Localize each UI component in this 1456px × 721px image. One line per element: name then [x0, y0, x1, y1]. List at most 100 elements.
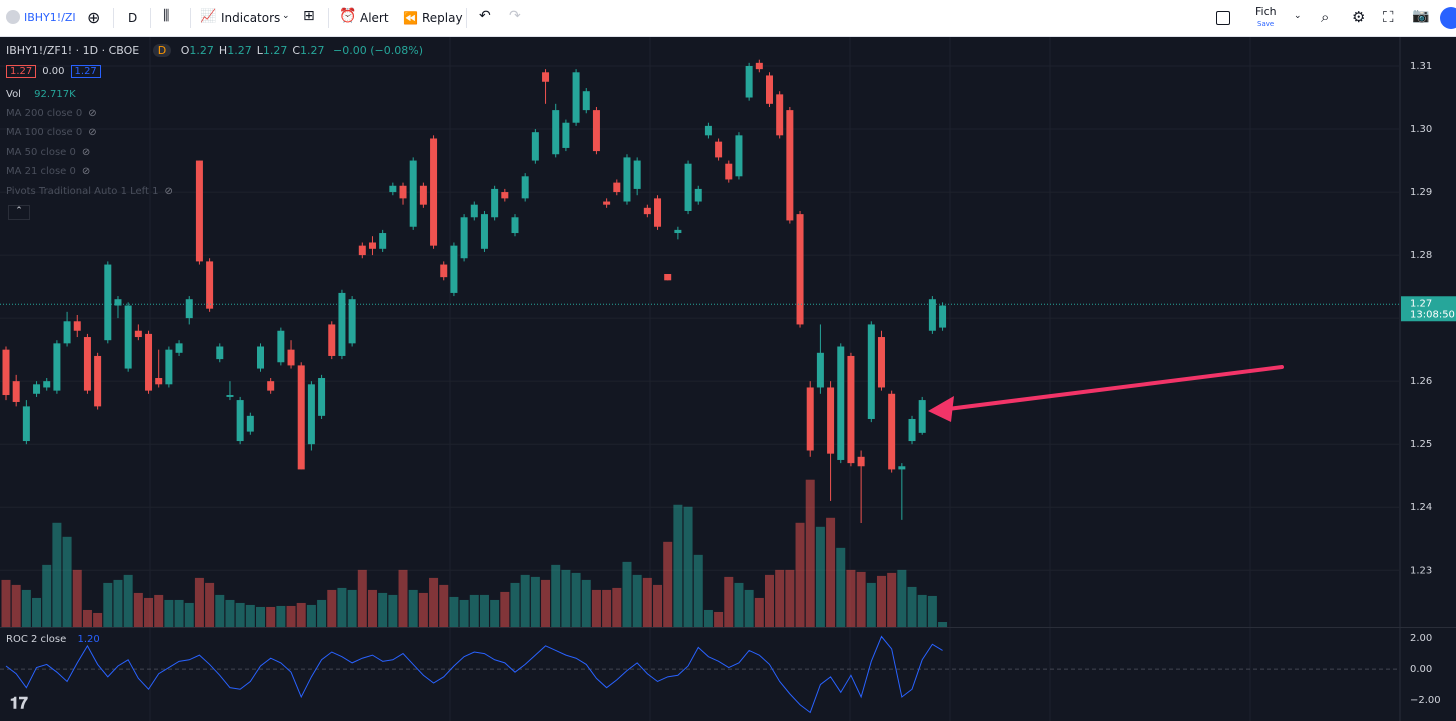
legend-title: IBHY1!/ZF1! · 1D · CBOE [6, 44, 140, 57]
volume-bar [805, 479, 815, 627]
add-symbol[interactable]: ⊕ [87, 8, 101, 27]
candle-body [735, 135, 743, 177]
candle-body [409, 160, 417, 227]
study: MA 50 close 0 ⊘ [6, 147, 173, 166]
layout-icon[interactable] [1216, 11, 1230, 25]
settings[interactable]: ⚙ [1352, 8, 1366, 26]
snapshot[interactable]: 📷 [1412, 8, 1430, 24]
volume-bar [571, 572, 581, 627]
volume-bar [215, 594, 225, 627]
study: MA 100 close 0 ⊘ [6, 127, 173, 146]
candle-body [654, 198, 662, 227]
fullscreen[interactable]: ⛶ [1383, 8, 1394, 26]
volume-bar [602, 589, 612, 627]
volume-bar [561, 569, 571, 627]
candle-body [766, 75, 773, 104]
y-tick-label: 1.29 [1410, 187, 1432, 198]
volume-bar [642, 577, 652, 627]
candle-body [491, 188, 499, 218]
spread: 0.00 [42, 66, 65, 77]
candle-body [776, 94, 784, 136]
candle-body [877, 337, 885, 388]
candle-body [134, 330, 142, 338]
candle-body [521, 176, 529, 199]
vol-label: Vol [6, 89, 21, 100]
layout-name[interactable]: Fich [1255, 5, 1277, 18]
candle-body [358, 245, 366, 256]
candle-body [175, 343, 183, 353]
volume-bar [306, 604, 316, 627]
legend-roc: ROC 2 close 1.20 [6, 634, 100, 645]
publish[interactable] [1440, 7, 1456, 29]
indicators[interactable]: Indicators [221, 11, 281, 25]
hidden-icon: ⊘ [164, 185, 173, 197]
volume-bar [133, 592, 143, 627]
volume-bar [103, 582, 113, 627]
volume-bar [612, 587, 622, 627]
legend-change: −0.00 (−0.08%) [333, 44, 423, 57]
volume-bar [653, 584, 663, 627]
candle-body [399, 185, 407, 199]
volume-bar [887, 572, 897, 627]
candle-body [114, 299, 122, 306]
ohlc-label: L [256, 44, 263, 57]
roc-tick-label: −2.00 [1410, 695, 1441, 706]
last-price-tag [1401, 296, 1456, 322]
candle-body [806, 387, 814, 451]
search[interactable]: ⌕ [1321, 8, 1330, 26]
candle-body [715, 141, 723, 158]
candle-body [440, 264, 448, 278]
interval[interactable]: D [128, 11, 138, 25]
ask-box: 1.27 [70, 65, 101, 78]
hidden-icon: ⊘ [81, 166, 91, 178]
candle-body [633, 160, 641, 189]
hidden-icon: ⊘ [88, 127, 97, 139]
candle-body [145, 333, 153, 391]
indicators-icon: 📈 [200, 9, 217, 24]
candle-body [246, 415, 254, 432]
candle-body [185, 299, 193, 319]
save[interactable]: Save [1257, 20, 1275, 28]
redo[interactable]: ↷ [509, 8, 521, 24]
candle-body [63, 321, 71, 344]
y-tick-label: 1.31 [1410, 61, 1432, 72]
study-name: MA 50 close 0 [6, 146, 76, 158]
replay[interactable]: Replay [422, 11, 463, 25]
volume-bar [113, 579, 123, 627]
candle-body [389, 185, 397, 193]
volume-bar [32, 597, 42, 627]
ohlc-value: 1.27 [227, 44, 252, 57]
dropdown[interactable]: ⌄ [282, 11, 290, 21]
templates[interactable]: ⊞ [303, 8, 315, 24]
volume-bar [11, 584, 21, 627]
candle-body [368, 242, 376, 249]
candle-body [297, 365, 305, 470]
last-price-label: 1.27 [1410, 298, 1432, 309]
candle-body [786, 110, 794, 221]
legend-volume: Vol 92.717K [6, 89, 76, 100]
alert[interactable]: Alert [360, 11, 389, 25]
undo[interactable]: ↶ [479, 8, 491, 24]
volume-bar [703, 609, 713, 627]
candle-body [12, 381, 20, 402]
candle-body [745, 65, 753, 98]
candle-body [450, 245, 458, 293]
layout-dropdown[interactable]: ⌄ [1294, 11, 1302, 21]
volume-bar [693, 554, 703, 627]
chart-type[interactable]: ⫼ [163, 8, 170, 24]
legend-badge: D [152, 44, 172, 57]
volume-bar [123, 574, 133, 627]
collapse[interactable]: ⌃ [8, 205, 30, 220]
toolbar: IBHY1!/ZI ⊕ D ⫼ 📈 Indicators ⌄ ⊞ ⏰ Alert… [0, 0, 1456, 37]
legend-main: IBHY1!/ZF1! · 1D · CBOE D O1.27 H1.27 L1.2… [6, 44, 423, 57]
candle-body [94, 355, 102, 407]
volume-bar [144, 597, 154, 627]
candle-body [287, 349, 295, 366]
candle-body [867, 324, 875, 419]
volume-bar [317, 599, 327, 627]
symbol[interactable]: IBHY1!/ZI [24, 11, 76, 24]
volume-bar [683, 506, 693, 627]
candle-body [257, 346, 264, 369]
